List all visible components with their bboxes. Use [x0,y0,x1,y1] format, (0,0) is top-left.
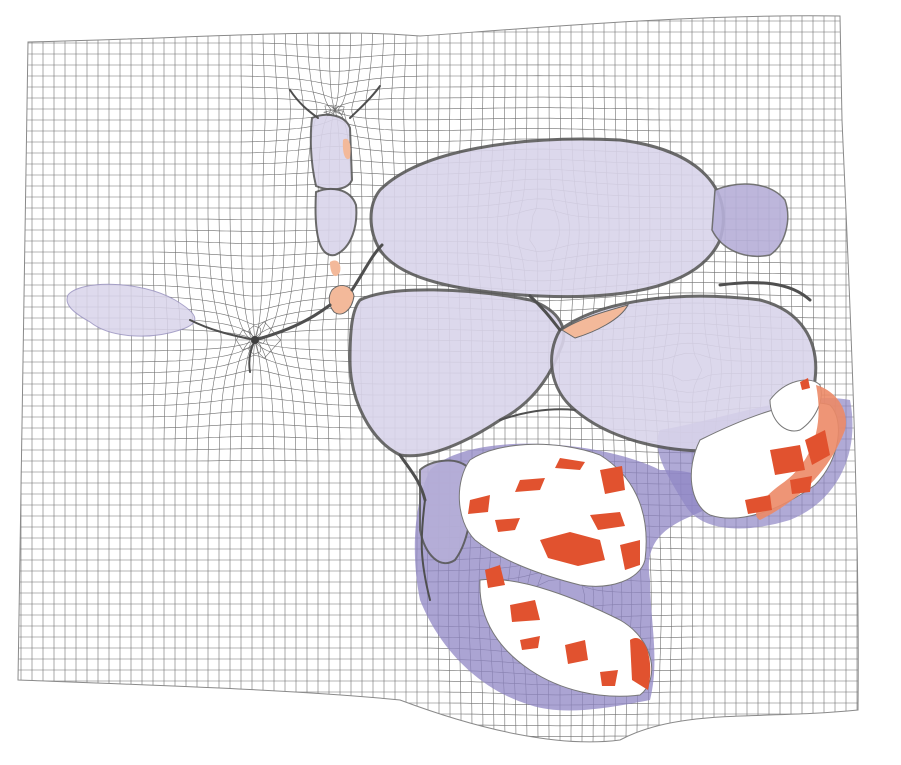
left-lobe-cell [66,283,196,337]
upper-right-small-cell [711,183,789,257]
membrane-strand [398,453,427,502]
fracture-fragment [520,636,540,650]
fracture-fragment [590,512,625,530]
fracture-fragment [468,495,490,514]
fracture-fragment [630,638,651,690]
fracture-fragment [790,476,812,494]
membrane-strand [289,89,319,119]
salmon-rim [756,385,846,520]
orange-patch-3 [342,138,351,160]
grid-line [235,15,266,742]
fracture-fragment [770,445,805,475]
membrane-strand [189,319,256,341]
grid-line [18,118,859,132]
fracture-fragments [468,378,830,690]
membrane-strand [499,408,576,421]
membrane-network [189,85,812,601]
fracture-fragment [540,532,605,566]
grid-line [18,31,859,34]
grid-line [18,132,859,143]
grid-line [18,20,859,23]
fracture-fragment [800,378,810,390]
fracture-fragment [555,458,585,470]
fracture-fragment [485,565,505,588]
junction-node [251,336,259,344]
grid-line [18,145,859,154]
grid-line [18,636,859,647]
orange-patch-1 [328,284,355,315]
grid-line [18,724,859,727]
membrane-strand [420,499,431,601]
upper-large-cell [369,137,725,299]
fracture-fragment [510,600,540,622]
orange-patch-2 [330,260,341,277]
grid-line [229,15,251,742]
center-large-cell [348,288,566,458]
grid-line [141,15,144,742]
membrane-strand [528,294,562,332]
fracture-fragment [620,540,640,570]
fracture-fragment [495,518,520,532]
grid-line [250,15,278,742]
grid-line [240,15,266,742]
membrane-strand [253,303,332,342]
grid-line [280,15,304,742]
fracture-fragment [565,640,588,664]
grid-line [152,15,156,742]
fracture-fragment [515,478,545,492]
grid-line [207,15,222,742]
membrane-strand [350,243,384,292]
stalk-mid-cell [314,187,358,257]
membrane-strand [349,85,381,119]
grid-line [18,647,859,657]
fracture-fragment [600,670,618,686]
fracture-fragment [745,495,772,514]
membrane-strand [718,281,812,302]
fracture-fragment [600,466,625,494]
orange-patch-4 [561,304,629,339]
grid-line [251,15,282,742]
grid-line [196,15,208,742]
grid-line [218,15,236,742]
fracture-fragment [805,430,830,465]
grid-line [266,15,291,742]
grid-line [163,15,169,742]
grid-line [174,15,181,742]
sheet-outline [17,15,859,743]
grid-line [18,713,859,716]
grid-line [185,15,195,742]
